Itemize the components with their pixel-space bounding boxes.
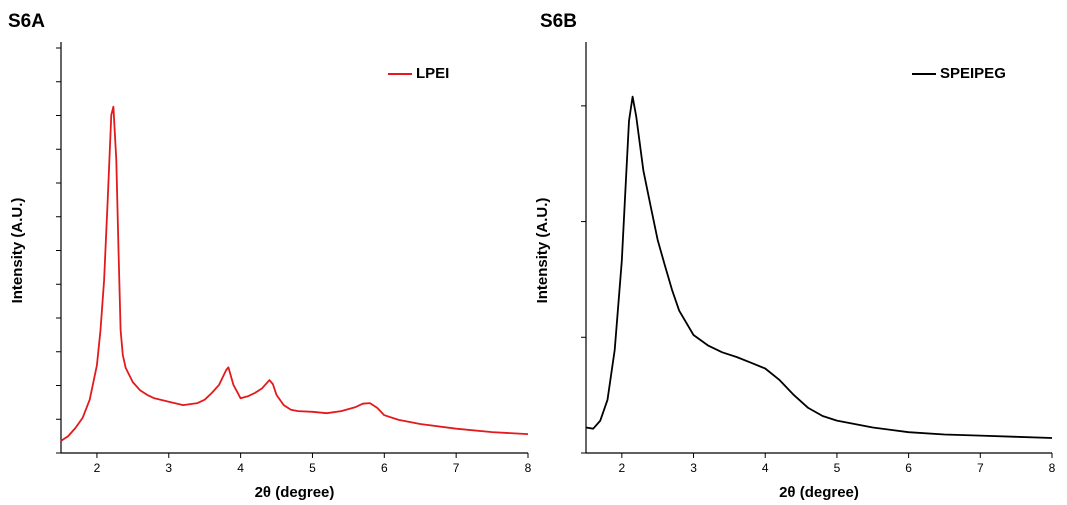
x-tick-label: 3 [690, 461, 697, 475]
x-tick-label: 7 [977, 461, 984, 475]
panel-label: S6A [8, 11, 45, 32]
x-tick-label: 2 [619, 461, 626, 475]
legend-label: SPEIPEG [940, 65, 1006, 82]
x-tick-label: 2 [94, 461, 101, 475]
x-tick-label: 3 [165, 461, 172, 475]
panel-label: S6B [540, 11, 577, 32]
data-line [585, 95, 1053, 439]
x-tick-label: 4 [762, 461, 769, 475]
x-tick-label: 6 [905, 461, 912, 475]
x-tick-label: 5 [309, 461, 316, 475]
x-tick-label: 7 [453, 461, 460, 475]
x-axis-label: 2θ (degree) [779, 484, 859, 501]
x-tick-label: 6 [381, 461, 388, 475]
data-line [60, 105, 529, 442]
x-tick-label: 5 [834, 461, 841, 475]
x-tick-label: 8 [525, 461, 532, 475]
x-tick-label: 4 [237, 461, 244, 475]
x-tick-label: 8 [1049, 461, 1056, 475]
x-axis-label: 2θ (degree) [255, 484, 335, 501]
y-axis-label: Intensity (A.U.) [9, 198, 26, 304]
y-axis-label: Intensity (A.U.) [534, 198, 551, 304]
legend-label: LPEI [416, 65, 449, 82]
